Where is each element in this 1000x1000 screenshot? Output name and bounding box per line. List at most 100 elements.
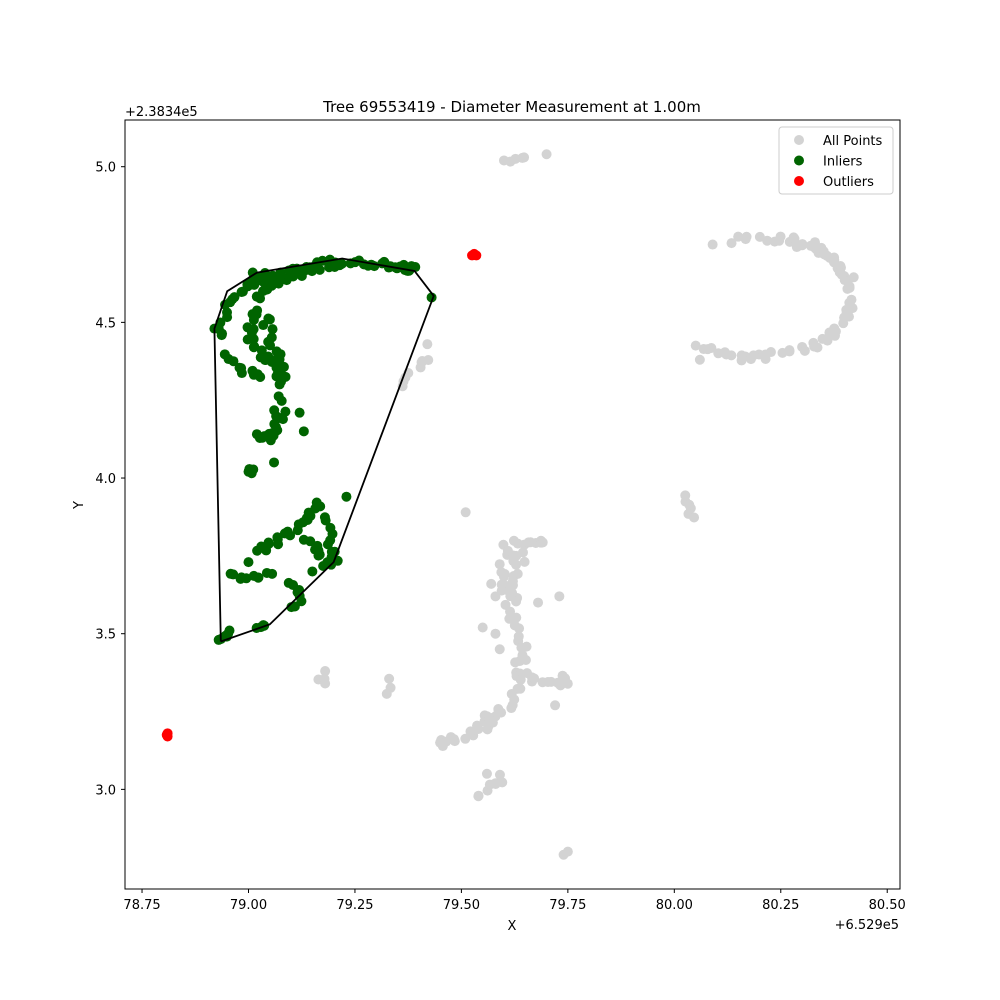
inliers-point bbox=[275, 267, 286, 278]
all-points-point bbox=[320, 666, 331, 677]
inliers-point bbox=[236, 368, 247, 379]
legend-label-all-points: All Points bbox=[823, 134, 883, 149]
x-axis-ticks: 78.75 79.00 79.25 79.50 79.75 80.00 80.25 80.50 bbox=[123, 889, 906, 913]
all-points-point bbox=[497, 777, 508, 788]
all-points-point bbox=[445, 732, 456, 743]
inliers-point bbox=[236, 287, 247, 298]
hull-layer bbox=[213, 257, 435, 643]
all-points-point bbox=[435, 737, 446, 748]
all-points-point bbox=[529, 673, 540, 684]
y-axis-title: Y bbox=[72, 501, 87, 510]
all-points-point bbox=[706, 343, 717, 354]
all-points-point bbox=[494, 644, 505, 655]
chart-title: Tree 69553419 - Diameter Measurement at … bbox=[322, 98, 701, 116]
inliers-point bbox=[228, 569, 239, 580]
inliers-point bbox=[247, 267, 258, 278]
x-axis-title: X bbox=[508, 919, 517, 934]
all-points-point bbox=[511, 559, 522, 570]
all-points-point bbox=[844, 282, 855, 293]
all-points-point bbox=[384, 673, 395, 684]
inliers-point bbox=[253, 572, 264, 583]
inliers-point bbox=[298, 426, 309, 437]
all-points-point bbox=[726, 350, 737, 361]
all-points-point bbox=[822, 335, 833, 346]
inliers-point bbox=[269, 457, 280, 468]
all-points-point bbox=[381, 688, 392, 699]
y-tick-label: 4.0 bbox=[95, 472, 116, 487]
inliers-point bbox=[228, 356, 239, 367]
all-points-point bbox=[519, 556, 530, 567]
all-points-point bbox=[487, 717, 498, 728]
inliers-point bbox=[267, 270, 278, 281]
inliers-point bbox=[274, 379, 285, 390]
hull-line bbox=[213, 257, 435, 643]
inliers-point bbox=[256, 541, 267, 552]
x-tick-label: 79.75 bbox=[549, 898, 586, 913]
all-points-point bbox=[500, 599, 511, 610]
legend-marker-all-points bbox=[794, 135, 804, 145]
all-points-point bbox=[777, 347, 788, 358]
all-points-point bbox=[515, 674, 526, 685]
inliers-point bbox=[311, 497, 322, 508]
all-points-point bbox=[490, 628, 501, 639]
inliers-point bbox=[265, 340, 276, 351]
legend-label-inliers: Inliers bbox=[823, 155, 863, 170]
all-points-point bbox=[838, 318, 849, 329]
x-tick-label: 79.25 bbox=[336, 898, 373, 913]
inliers-point bbox=[410, 262, 421, 273]
all-points-point bbox=[816, 242, 827, 253]
inliers-point bbox=[307, 566, 318, 577]
inliers-point bbox=[322, 539, 333, 550]
y-axis-offset-label: +2.3834e5 bbox=[125, 105, 198, 120]
legend-marker-outliers bbox=[794, 176, 804, 186]
all-points-point bbox=[519, 152, 530, 163]
inliers-point bbox=[248, 464, 259, 475]
inliers-point bbox=[274, 354, 285, 365]
inliers-point bbox=[341, 491, 352, 502]
all-points-point bbox=[541, 149, 552, 160]
series-all-points bbox=[313, 149, 859, 860]
all-points-point bbox=[690, 340, 701, 351]
all-points-point bbox=[824, 327, 835, 338]
all-points-point bbox=[477, 622, 488, 633]
x-tick-label: 78.75 bbox=[123, 898, 160, 913]
all-points-point bbox=[562, 678, 573, 689]
legend-box bbox=[778, 126, 894, 195]
all-points-point bbox=[460, 507, 471, 518]
inliers-point bbox=[272, 532, 283, 543]
inliers-point bbox=[260, 268, 271, 279]
x-tick-label: 80.00 bbox=[656, 898, 693, 913]
inliers-point bbox=[314, 549, 325, 560]
x-tick-label: 79.00 bbox=[230, 898, 267, 913]
inliers-point bbox=[241, 573, 252, 584]
all-points-point bbox=[550, 700, 561, 711]
all-points-point bbox=[494, 769, 505, 780]
all-points-point bbox=[775, 231, 786, 242]
legend-label-outliers: Outliers bbox=[823, 175, 874, 190]
all-points-point bbox=[514, 656, 525, 667]
x-tick-label: 80.50 bbox=[869, 898, 906, 913]
all-points-point bbox=[554, 591, 565, 602]
inliers-point bbox=[280, 371, 291, 382]
all-points-point bbox=[537, 537, 548, 548]
inliers-point bbox=[229, 292, 240, 303]
inliers-point bbox=[248, 334, 259, 344]
inliers-point bbox=[320, 515, 331, 526]
all-points-point bbox=[482, 724, 493, 735]
inliers-point bbox=[249, 341, 260, 352]
all-points-point bbox=[505, 591, 516, 602]
all-points-point bbox=[423, 355, 434, 366]
inliers-point bbox=[258, 320, 269, 331]
y-axis-ticks: 3.0 3.5 4.0 4.5 5.0 bbox=[95, 161, 125, 798]
all-points-point bbox=[512, 568, 523, 579]
inliers-point bbox=[224, 625, 235, 636]
x-tick-label: 79.50 bbox=[443, 898, 480, 913]
inliers-point bbox=[272, 369, 283, 380]
all-points-point bbox=[473, 790, 484, 801]
all-points-point bbox=[809, 341, 820, 352]
inliers-point bbox=[276, 395, 287, 406]
all-points-point bbox=[512, 538, 523, 549]
inliers-point bbox=[243, 557, 254, 568]
all-points-point bbox=[320, 678, 331, 689]
inliers-point bbox=[263, 537, 274, 548]
